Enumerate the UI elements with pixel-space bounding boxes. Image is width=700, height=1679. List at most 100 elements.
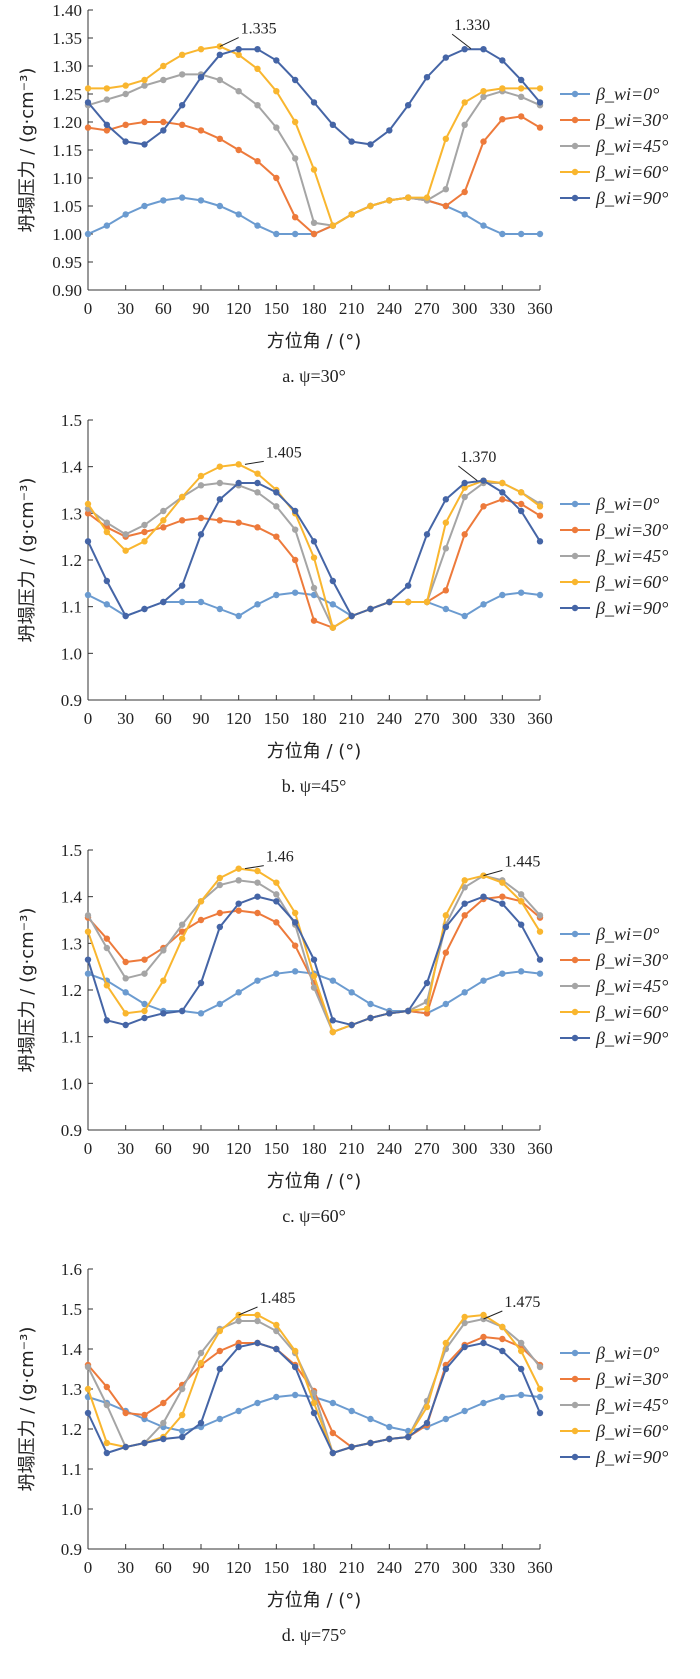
data-point [367,1000,374,1008]
data-point [442,912,450,919]
data-point [442,1000,450,1008]
data-point [517,1365,525,1373]
data-point [216,923,224,931]
x-tick-label: 180 [301,1558,327,1577]
data-point [197,598,205,606]
data-point [480,1399,487,1407]
x-axis-title: 方位角 / (°) [267,741,362,762]
data-point [160,76,167,84]
data-point [442,135,450,142]
data-point [291,919,299,926]
x-axis-title: 方位角 / (°) [267,331,362,352]
legend-marker [571,1034,579,1042]
data-point [178,51,186,58]
data-point [273,1321,280,1329]
legend-label: β_wi=0° [595,924,659,944]
data-point [235,211,242,218]
legend-marker [571,982,579,990]
data-point [442,202,450,210]
data-point [216,1415,224,1423]
data-point [517,1391,525,1399]
data-point [141,970,148,977]
data-point [122,547,129,554]
legend-label: β_wi=30° [595,1369,668,1389]
data-point [461,612,468,620]
data-point [480,1333,487,1341]
series-line [87,196,540,235]
legend-label: β_wi=90° [595,188,668,208]
data-point [141,1439,148,1447]
annotation-label: 1.335 [241,21,277,38]
data-point [367,1439,374,1447]
data-point [480,138,487,145]
data-point [291,507,299,515]
x-tick-label: 210 [339,709,365,728]
legend-marker [571,1427,579,1435]
data-point [536,970,544,977]
data-point [423,979,431,987]
x-tick-label: 120 [226,1139,252,1158]
legend-marker [571,1008,579,1016]
data-point [254,158,261,165]
x-tick-label: 120 [226,709,252,728]
y-tick-label: 1.5 [61,411,82,430]
data-point [329,977,337,984]
x-tick-label: 60 [155,709,172,728]
data-point [216,605,224,613]
y-tick-label: 1.30 [52,57,82,76]
data-point [536,928,544,935]
data-point [122,975,129,982]
data-point [461,121,468,128]
data-point [178,71,186,78]
legend-marker [571,956,579,964]
data-point [329,1449,337,1457]
y-tick-label: 1.2 [61,1420,82,1439]
data-point [310,230,318,238]
data-point [197,46,205,53]
data-point [141,521,148,529]
data-point [103,1383,111,1391]
x-axis-title: 方位角 / (°) [267,1590,362,1611]
data-point [141,1007,148,1015]
data-point [160,1435,167,1443]
x-tick-label: 60 [155,1139,172,1158]
data-point [480,1311,487,1319]
x-tick-label: 300 [452,1558,478,1577]
data-point [235,46,242,53]
x-tick-label: 330 [490,299,516,318]
data-point [235,461,242,468]
y-axis-title: 坍塌压力 / (g·cm⁻³) [17,478,38,643]
data-point [461,484,468,491]
data-point [517,113,525,120]
data-point [291,909,299,917]
series-line [87,895,541,1034]
data-point [291,1391,299,1399]
data-point [178,1411,186,1419]
data-point [235,989,242,996]
data-point [404,1433,412,1441]
data-point [178,928,186,935]
legend-marker [571,1375,579,1383]
x-tick-label: 270 [414,1139,440,1158]
data-point [517,1339,525,1347]
data-point [216,76,224,84]
data-point [329,577,337,585]
x-tick-label: 330 [490,1558,516,1577]
data-point [160,524,167,531]
data-point [160,197,167,204]
data-point [329,1028,337,1036]
chart-panel-a: 0.90 0.95 1.00 1.05 1.10 1.15 1.20 1.25 1.30 1.35… [0,0,700,420]
data-point [216,463,224,470]
data-point [84,928,92,935]
data-point [442,186,450,193]
data-point [461,99,468,106]
data-point [310,984,318,991]
data-point [499,230,506,238]
data-point [517,500,525,508]
data-point [423,194,431,201]
data-point [499,879,506,886]
data-point [197,1419,205,1427]
legend-marker [571,194,579,202]
data-point [480,222,487,229]
y-tick-label: 1.1 [61,1460,82,1479]
